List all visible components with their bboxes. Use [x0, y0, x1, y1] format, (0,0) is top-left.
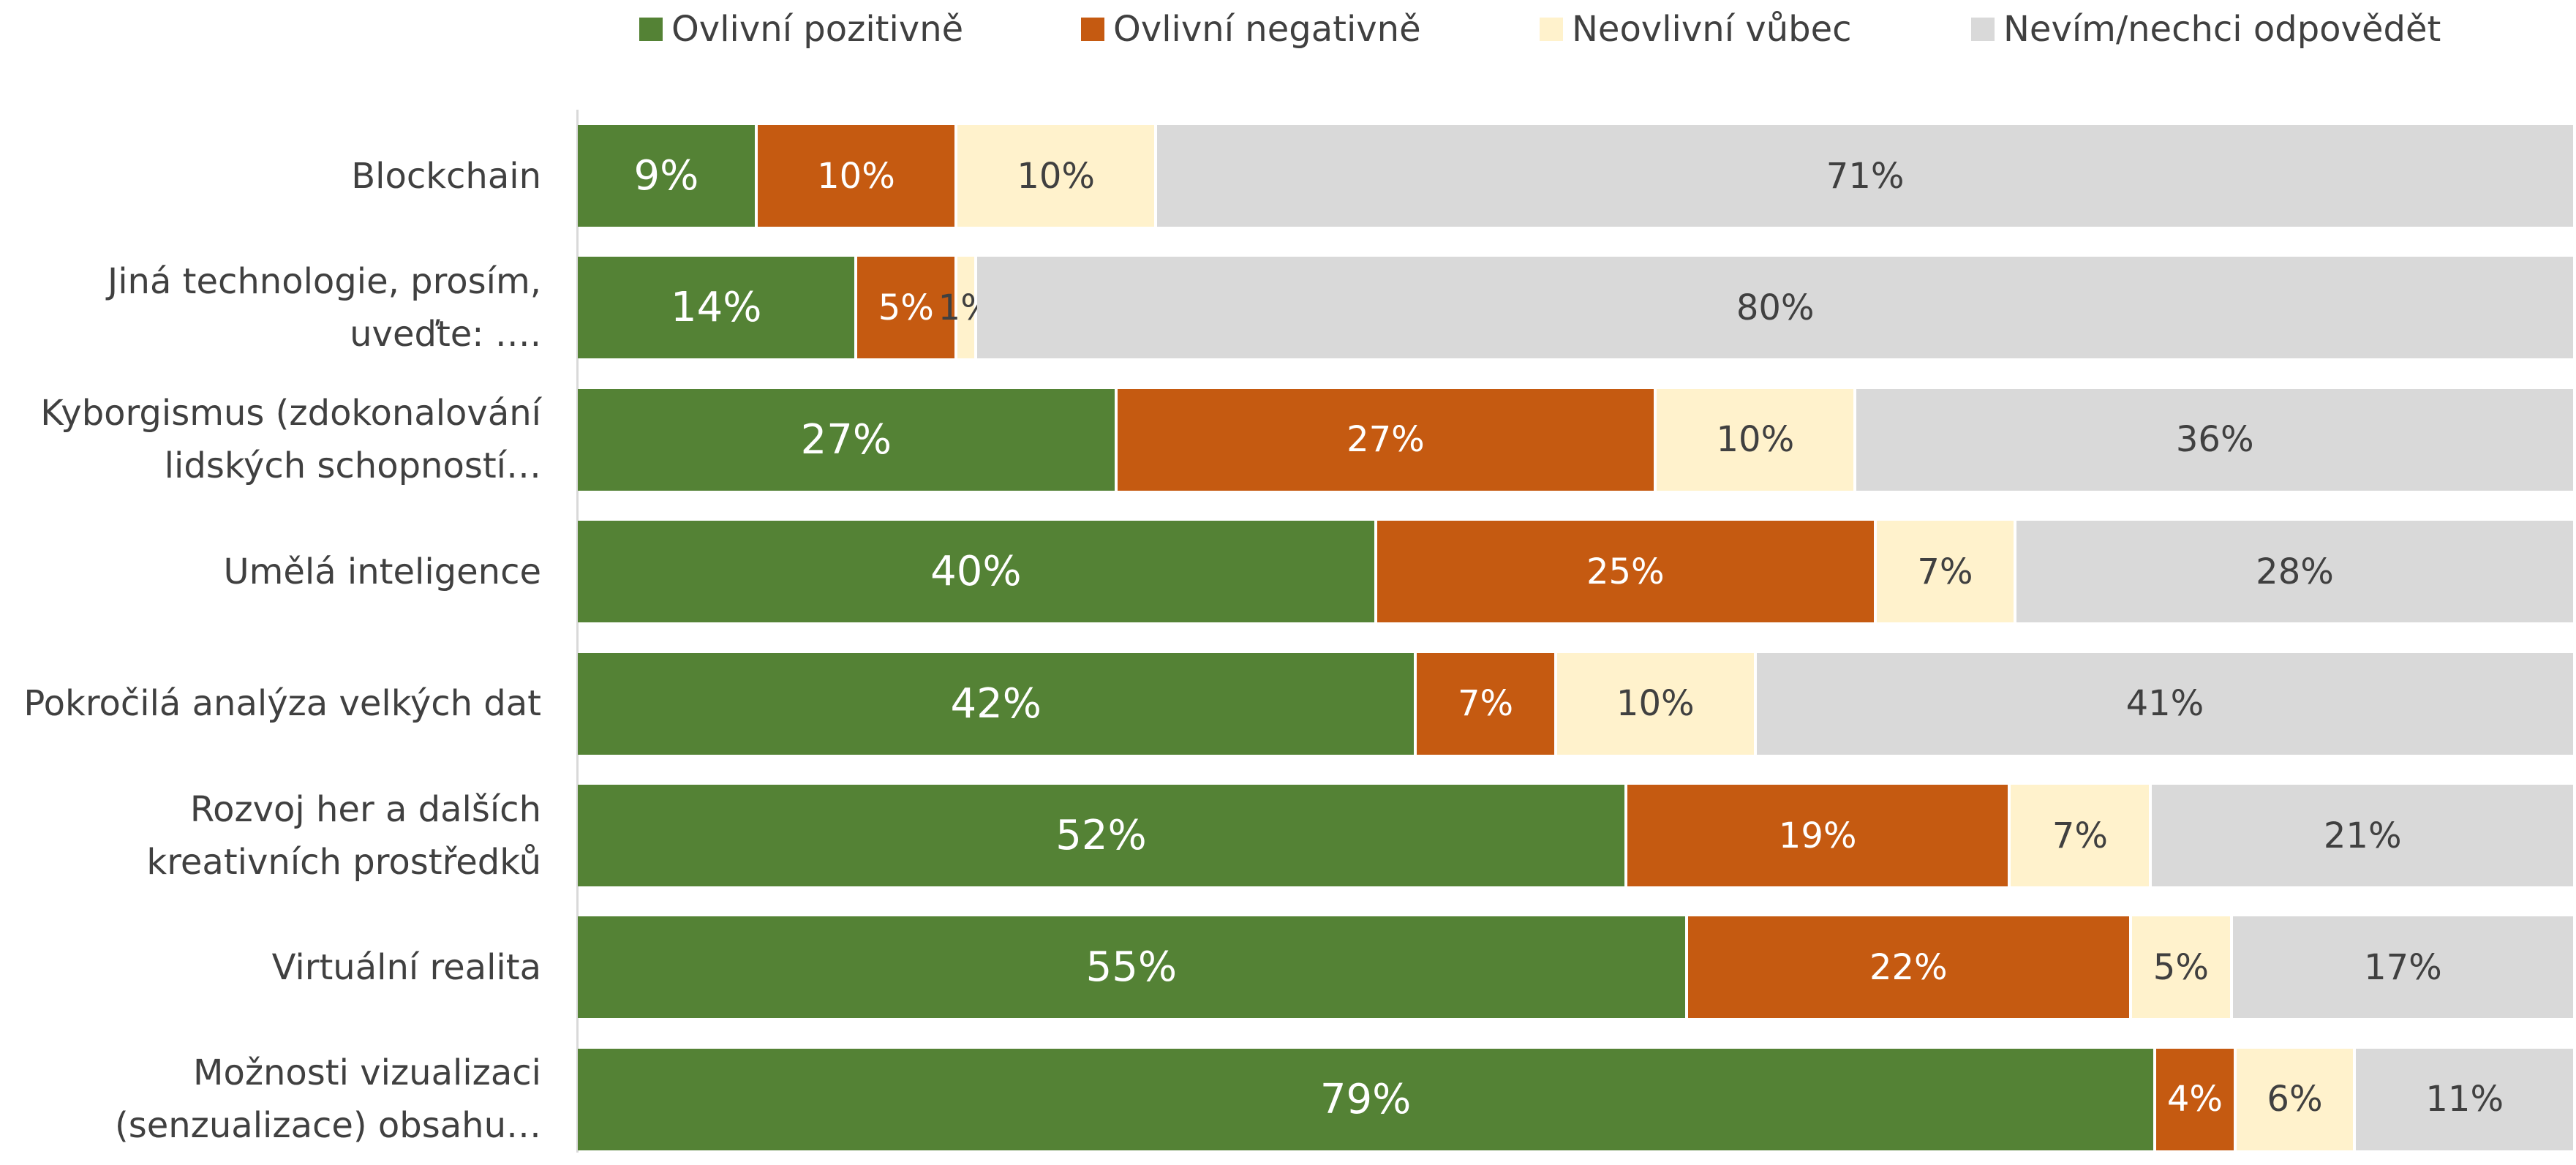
category-label: Rozvoj her a dalších kreativních prostře…: [146, 788, 541, 883]
bar-segment: 6%: [2236, 1048, 2357, 1150]
bar-segment: 10%: [1657, 388, 1857, 491]
bar-segment: 17%: [2232, 916, 2576, 1019]
value-label: 10%: [817, 155, 895, 197]
category-label: Jiná technologie, prosím, uveďte: ….: [108, 260, 541, 355]
value-label: 5%: [2153, 946, 2209, 988]
legend-label: Ovlivní negativně: [1113, 9, 1421, 50]
value-label: 11%: [2425, 1079, 2504, 1120]
value-label: 40%: [930, 548, 1022, 596]
axis-line: [576, 110, 579, 1153]
value-label: 36%: [2175, 419, 2254, 461]
bar-segment: 9%: [578, 125, 758, 227]
bar-segment: 10%: [957, 125, 1158, 227]
bar-segment: 52%: [578, 785, 1627, 886]
bar-segment: 42%: [578, 652, 1417, 755]
value-label: 28%: [2256, 551, 2334, 592]
legend-label: Neovlivní vůbec: [1572, 9, 1852, 50]
category-label: Kyborgismus (zdokonalování lidských scho…: [40, 393, 541, 487]
legend-label: Ovlivní pozitivně: [671, 9, 964, 50]
bar-segment: 79%: [578, 1048, 2157, 1150]
bar-segment: 80%: [977, 257, 2576, 359]
bar-segment: 11%: [2356, 1048, 2576, 1150]
value-label: 22%: [1869, 946, 1948, 988]
bar-segment: 7%: [1417, 652, 1557, 755]
category-label: Pokročilá analýza velkých dat: [23, 683, 541, 725]
bar-segment: 4%: [2156, 1048, 2237, 1150]
value-label: 21%: [2323, 815, 2402, 856]
bar-segment: 55%: [578, 916, 1688, 1019]
value-label: 52%: [1055, 812, 1147, 859]
value-label: 80%: [1736, 287, 1815, 328]
legend-swatch: [1540, 18, 1563, 41]
value-label: 42%: [950, 679, 1042, 728]
legend-label: Nevím/nechci odpovědět: [2003, 9, 2441, 50]
value-label: 79%: [1319, 1075, 1412, 1123]
value-label: 27%: [800, 415, 892, 464]
bar-segment: 36%: [1856, 388, 2576, 491]
bar-segment: 40%: [578, 521, 1377, 623]
bar-segment: 1%: [938, 257, 994, 359]
bar-segment: 5%: [857, 257, 958, 359]
category-label: Blockchain: [351, 155, 541, 197]
bar-segment: 41%: [1756, 652, 2576, 755]
category-label: Virtuální realita: [271, 946, 541, 988]
legend-swatch: [639, 18, 663, 41]
bar-segment: 22%: [1687, 916, 2132, 1019]
value-label: 10%: [1716, 419, 1795, 461]
bar-segment: 27%: [1117, 388, 1657, 491]
bar-segment: 21%: [2152, 785, 2576, 886]
bar-segment: 10%: [1556, 652, 1757, 755]
value-label: 6%: [2267, 1079, 2323, 1120]
bar-segment: 7%: [1876, 521, 2017, 623]
value-label: 27%: [1347, 419, 1425, 461]
value-label: 9%: [633, 152, 699, 200]
bar-segment: 7%: [2011, 785, 2153, 886]
legend-swatch: [1081, 18, 1104, 41]
value-label: 7%: [2052, 815, 2108, 856]
bar-segment: 25%: [1376, 521, 1877, 623]
value-label: 25%: [1586, 551, 1665, 592]
value-label: 55%: [1085, 943, 1178, 992]
value-label: 10%: [1616, 683, 1695, 725]
bar-segment: 28%: [2016, 521, 2576, 623]
value-label: 17%: [2364, 946, 2442, 988]
value-label: 19%: [1778, 815, 1857, 856]
value-label: 71%: [1826, 155, 1905, 197]
value-label: 7%: [1457, 683, 1514, 725]
value-label: 7%: [1917, 551, 1973, 592]
value-label: 5%: [878, 287, 934, 328]
value-label: 14%: [671, 284, 762, 332]
value-label: 41%: [2125, 683, 2204, 725]
bar-segment: 71%: [1157, 125, 2576, 227]
bar-segment: 5%: [2131, 916, 2233, 1019]
value-label: 4%: [2166, 1079, 2223, 1120]
value-label: 10%: [1017, 155, 1096, 197]
bar-segment: 27%: [578, 388, 1118, 491]
category-label: Možnosti vizualizaci (senzualizace) obsa…: [114, 1052, 541, 1147]
legend-swatch: [1971, 18, 1995, 41]
category-label: Umělá inteligence: [223, 551, 541, 592]
bar-segment: 10%: [757, 125, 958, 227]
bar-segment: 19%: [1627, 785, 2011, 886]
bar-segment: 14%: [578, 257, 858, 359]
